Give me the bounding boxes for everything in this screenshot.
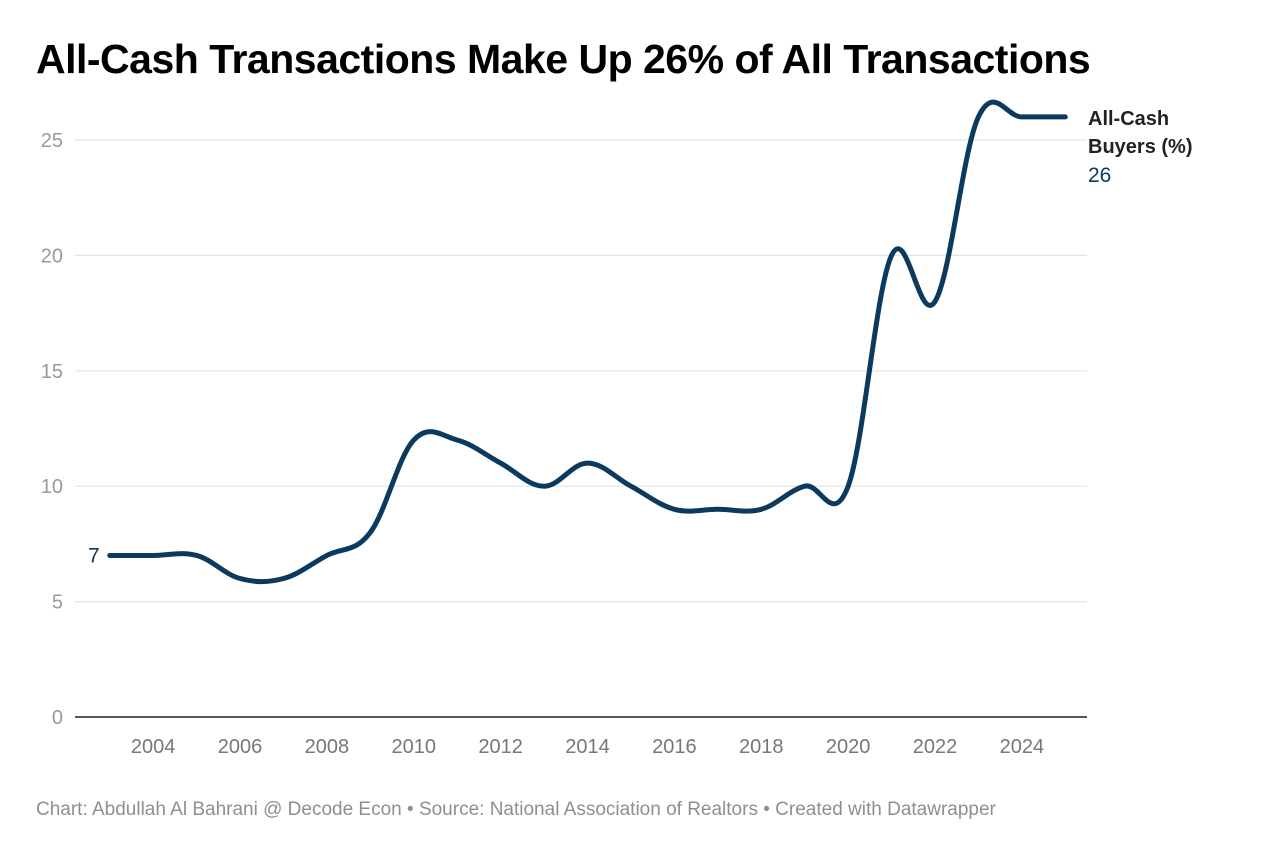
x-tick-label-2018: 2018: [739, 736, 784, 758]
x-tick-label-2014: 2014: [565, 736, 610, 758]
y-tick-label-5: 5: [52, 592, 63, 614]
data-point-2023: [976, 115, 980, 119]
data-point-2017: [716, 507, 720, 511]
x-tick-label-2022: 2022: [913, 736, 958, 758]
data-point-2007: [281, 577, 285, 581]
data-point-2024: [1020, 115, 1024, 119]
data-point-2009: [368, 530, 372, 534]
y-tick-label-25: 25: [41, 130, 63, 152]
y-tick-label-10: 10: [41, 476, 63, 498]
data-point-2013: [542, 484, 546, 488]
data-point-2010: [412, 438, 416, 442]
data-point-2021: [890, 253, 894, 257]
data-point-2016: [672, 507, 676, 511]
x-tick-label-2016: 2016: [652, 736, 697, 758]
series-name-line-2: Buyers (%): [1088, 136, 1192, 158]
chart-footer: Chart: Abdullah Al Bahrani @ Decode Econ…: [36, 799, 996, 820]
data-point-2014: [586, 461, 590, 465]
x-tick-label-2004: 2004: [131, 736, 176, 758]
first-value-label: 7: [88, 544, 100, 567]
x-tick-label-2010: 2010: [392, 736, 437, 758]
data-point-2020: [846, 484, 850, 488]
data-point-2025: [1063, 115, 1067, 119]
data-point-2005: [195, 553, 199, 557]
y-tick-label-15: 15: [41, 361, 63, 383]
data-point-2015: [629, 484, 633, 488]
x-tick-label-2020: 2020: [826, 736, 871, 758]
y-tick-label-0: 0: [52, 707, 63, 729]
x-tick-label-2012: 2012: [478, 736, 523, 758]
data-point-2012: [499, 461, 503, 465]
chart-title: All-Cash Transactions Make Up 26% of All…: [36, 36, 1091, 82]
data-point-2019: [803, 484, 807, 488]
data-point-2022: [933, 300, 937, 304]
x-tick-label-2008: 2008: [305, 736, 350, 758]
x-tick-label-2024: 2024: [1000, 736, 1045, 758]
series-name-line-1: All-Cash: [1088, 108, 1169, 130]
data-point-2003: [108, 553, 112, 557]
data-point-2004: [151, 553, 155, 557]
series-line-0: [107, 99, 1068, 585]
last-value-label: 26: [1088, 164, 1111, 187]
data-point-2011: [455, 438, 459, 442]
data-point-2018: [759, 507, 763, 511]
data-point-2008: [325, 553, 329, 557]
y-tick-label-20: 20: [41, 245, 63, 267]
data-point-2006: [238, 577, 242, 581]
x-tick-label-2006: 2006: [218, 736, 263, 758]
